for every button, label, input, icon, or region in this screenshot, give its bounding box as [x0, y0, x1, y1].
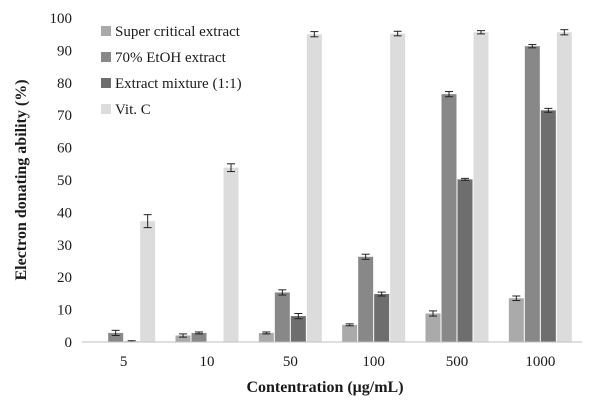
bar	[223, 167, 239, 342]
y-tick-label: 50	[57, 173, 72, 189]
y-axis-title: Electron donating ability (%)	[13, 79, 30, 280]
bar	[306, 34, 322, 342]
x-tick-label: 100	[362, 354, 385, 370]
bar	[425, 313, 441, 342]
bar	[140, 221, 156, 342]
bar	[441, 94, 457, 342]
bar	[390, 33, 406, 342]
y-tick-label: 30	[57, 238, 72, 254]
bar	[358, 256, 374, 342]
legend-swatch	[101, 26, 111, 36]
y-tick-label: 100	[50, 11, 73, 27]
x-tick-label: 500	[446, 354, 469, 370]
legend-swatch	[101, 104, 111, 114]
legend-label: Super critical extract	[115, 24, 241, 40]
bar	[374, 294, 390, 342]
y-tick-label: 60	[57, 141, 72, 157]
bar	[524, 46, 540, 343]
bar	[175, 335, 191, 342]
legend-swatch	[101, 78, 111, 88]
legend-label: 70% EtOH extract	[115, 50, 227, 66]
error-bars	[111, 29, 569, 343]
legend: Super critical extract 70% EtOH extract Ex…	[101, 24, 242, 118]
bar	[274, 292, 290, 342]
x-axis-ticks: 5 10 50 100 500 1000	[120, 354, 555, 370]
bar	[556, 32, 572, 342]
bar	[290, 316, 306, 342]
bar	[191, 332, 207, 342]
x-tick-label: 10	[200, 354, 215, 370]
y-tick-label: 40	[57, 205, 72, 221]
bar	[108, 332, 124, 342]
y-tick-label: 20	[57, 270, 72, 286]
x-tick-label: 5	[120, 354, 128, 370]
legend-label: Vit. C	[115, 102, 151, 118]
x-axis-title: Contentration (μg/mL)	[246, 379, 403, 396]
y-tick-label: 70	[57, 108, 72, 124]
y-axis-ticks: 0 10 20 30 40 50 60 70 80 90 100	[50, 11, 73, 351]
legend-swatch	[101, 52, 111, 62]
y-tick-label: 10	[57, 303, 72, 319]
bar	[457, 179, 473, 342]
bar	[342, 324, 358, 342]
y-tick-label: 90	[57, 43, 72, 59]
bar	[540, 110, 556, 342]
bar	[258, 332, 274, 342]
bar	[508, 298, 524, 342]
bar	[473, 32, 489, 342]
y-tick-label: 80	[57, 76, 72, 92]
bars	[108, 32, 572, 343]
x-tick-label: 50	[283, 354, 298, 370]
x-tick-label: 1000	[525, 354, 555, 370]
y-tick-label: 0	[65, 335, 73, 351]
legend-label: Extract mixture (1:1)	[115, 76, 242, 92]
